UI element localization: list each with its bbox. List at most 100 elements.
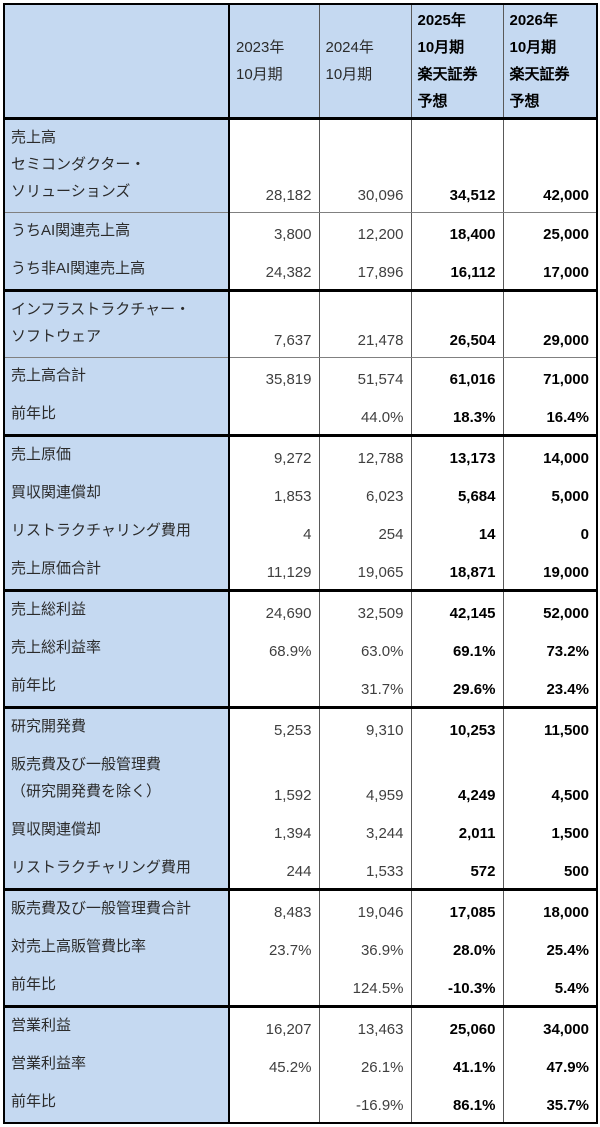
cell-2025-forecast: 17,085	[410, 888, 503, 929]
cell-2024: 6,023	[318, 475, 411, 513]
row-label: 販売費及び一般管理費 （研究開発費を除く）	[4, 747, 230, 812]
row-label: 営業利益率	[4, 1046, 230, 1084]
cell-2023: 24,690	[228, 589, 319, 630]
cell-2026-forecast: 35.7%	[502, 1084, 597, 1123]
cell-2024: 3,244	[318, 812, 411, 850]
cell-2026-forecast: 0	[502, 513, 597, 551]
cell-2026-forecast: 47.9%	[502, 1046, 597, 1084]
cell-2025-forecast: 16,112	[410, 251, 503, 291]
table-row: 買収関連償却 1,853 6,023 5,684 5,000	[4, 475, 597, 513]
cell-2025-forecast: 5,684	[410, 475, 503, 513]
cell-2025-forecast: 2,011	[410, 812, 503, 850]
row-label: 買収関連償却	[4, 812, 230, 850]
cell-2023: 4	[228, 513, 319, 551]
cell-2023: 7,637	[228, 289, 319, 358]
cell-2025-forecast: 4,249	[410, 747, 503, 812]
row-label: 売上原価	[4, 434, 230, 475]
table-row: 売上総利益率 68.9% 63.0% 69.1% 73.2%	[4, 630, 597, 668]
cell-2024: 31.7%	[318, 668, 411, 708]
cell-2026-forecast: 25.4%	[502, 929, 597, 967]
row-label: 前年比	[4, 396, 230, 436]
row-label: 売上高 セミコンダクター・ ソリューションズ	[4, 117, 230, 213]
row-label: 研究開発費	[4, 706, 230, 747]
cell-2023	[228, 668, 319, 708]
cell-2024: 4,959	[318, 747, 411, 812]
cell-2023: 244	[228, 850, 319, 890]
cell-2025-forecast: 41.1%	[410, 1046, 503, 1084]
table-row: 営業利益率 45.2% 26.1% 41.1% 47.9%	[4, 1046, 597, 1084]
cell-2026-forecast: 18,000	[502, 888, 597, 929]
cell-2023: 1,853	[228, 475, 319, 513]
cell-2026-forecast: 23.4%	[502, 668, 597, 708]
cell-2024: 13,463	[318, 1005, 411, 1046]
row-label: 販売費及び一般管理費合計	[4, 888, 230, 929]
cell-2026-forecast: 34,000	[502, 1005, 597, 1046]
cell-2026-forecast: 5.4%	[502, 967, 597, 1007]
cell-2025-forecast: 29.6%	[410, 668, 503, 708]
table-row: インフラストラクチャー・ ソフトウェア 7,637 21,478 26,504 …	[4, 289, 597, 358]
cell-2025-forecast: 18.3%	[410, 396, 503, 436]
row-label: 営業利益	[4, 1005, 230, 1046]
cell-2025-forecast: 18,871	[410, 551, 503, 591]
cell-2024: 30,096	[318, 117, 411, 213]
cell-2024: 19,065	[318, 551, 411, 591]
cell-2024: 124.5%	[318, 967, 411, 1007]
cell-2026-forecast: 73.2%	[502, 630, 597, 668]
table-row: 売上総利益 24,690 32,509 42,145 52,000	[4, 589, 597, 630]
cell-2026-forecast: 500	[502, 850, 597, 890]
cell-2026-forecast: 29,000	[502, 289, 597, 358]
row-label: 前年比	[4, 1084, 230, 1123]
cell-2023: 45.2%	[228, 1046, 319, 1084]
cell-2023: 16,207	[228, 1005, 319, 1046]
cell-2024: -16.9%	[318, 1084, 411, 1123]
cell-2024: 254	[318, 513, 411, 551]
table-row: リストラクチャリング費用 244 1,533 572 500	[4, 850, 597, 890]
cell-2025-forecast: 34,512	[410, 117, 503, 213]
column-header-2026-forecast: 2026年 10月期 楽天証券 予想	[502, 4, 597, 119]
cell-2024: 44.0%	[318, 396, 411, 436]
table-row: 前年比 124.5% -10.3% 5.4%	[4, 967, 597, 1007]
cell-2025-forecast: 572	[410, 850, 503, 890]
cell-2025-forecast: 28.0%	[410, 929, 503, 967]
cell-2023: 9,272	[228, 434, 319, 475]
row-label: インフラストラクチャー・ ソフトウェア	[4, 289, 230, 358]
cell-2023: 8,483	[228, 888, 319, 929]
row-label: リストラクチャリング費用	[4, 850, 230, 890]
column-header-2024: 2024年 10月期	[318, 4, 411, 119]
cell-2023: 1,592	[228, 747, 319, 812]
table-row: 売上高 セミコンダクター・ ソリューションズ 28,182 30,096 34,…	[4, 117, 597, 213]
table-row: 前年比 44.0% 18.3% 16.4%	[4, 396, 597, 436]
table-row: 売上原価合計 11,129 19,065 18,871 19,000	[4, 551, 597, 591]
cell-2026-forecast: 25,000	[502, 212, 597, 251]
row-label: 前年比	[4, 967, 230, 1007]
column-header-2023: 2023年 10月期	[228, 4, 319, 119]
cell-2024: 1,533	[318, 850, 411, 890]
row-label: うち非AI関連売上高	[4, 251, 230, 291]
table-row: 買収関連償却 1,394 3,244 2,011 1,500	[4, 812, 597, 850]
cell-2025-forecast: 14	[410, 513, 503, 551]
table-row: 販売費及び一般管理費 （研究開発費を除く） 1,592 4,959 4,249 …	[4, 747, 597, 812]
cell-2024: 32,509	[318, 589, 411, 630]
table-row: 前年比 31.7% 29.6% 23.4%	[4, 668, 597, 708]
cell-2023: 24,382	[228, 251, 319, 291]
cell-2025-forecast: 25,060	[410, 1005, 503, 1046]
cell-2023: 68.9%	[228, 630, 319, 668]
table-row: 対売上高販管費比率 23.7% 36.9% 28.0% 25.4%	[4, 929, 597, 967]
corner-cell	[4, 4, 230, 119]
cell-2023	[228, 967, 319, 1007]
earnings-forecast-table: 2023年 10月期 2024年 10月期 2025年 10月期 楽天証券 予想…	[3, 3, 598, 1124]
table-row: 販売費及び一般管理費合計 8,483 19,046 17,085 18,000	[4, 888, 597, 929]
cell-2024: 12,200	[318, 212, 411, 251]
cell-2026-forecast: 42,000	[502, 117, 597, 213]
cell-2026-forecast: 5,000	[502, 475, 597, 513]
cell-2026-forecast: 17,000	[502, 251, 597, 291]
cell-2023: 1,394	[228, 812, 319, 850]
cell-2025-forecast: 69.1%	[410, 630, 503, 668]
cell-2025-forecast: 42,145	[410, 589, 503, 630]
row-label: 買収関連償却	[4, 475, 230, 513]
cell-2024: 51,574	[318, 357, 411, 396]
cell-2025-forecast: 13,173	[410, 434, 503, 475]
cell-2026-forecast: 16.4%	[502, 396, 597, 436]
cell-2023: 23.7%	[228, 929, 319, 967]
